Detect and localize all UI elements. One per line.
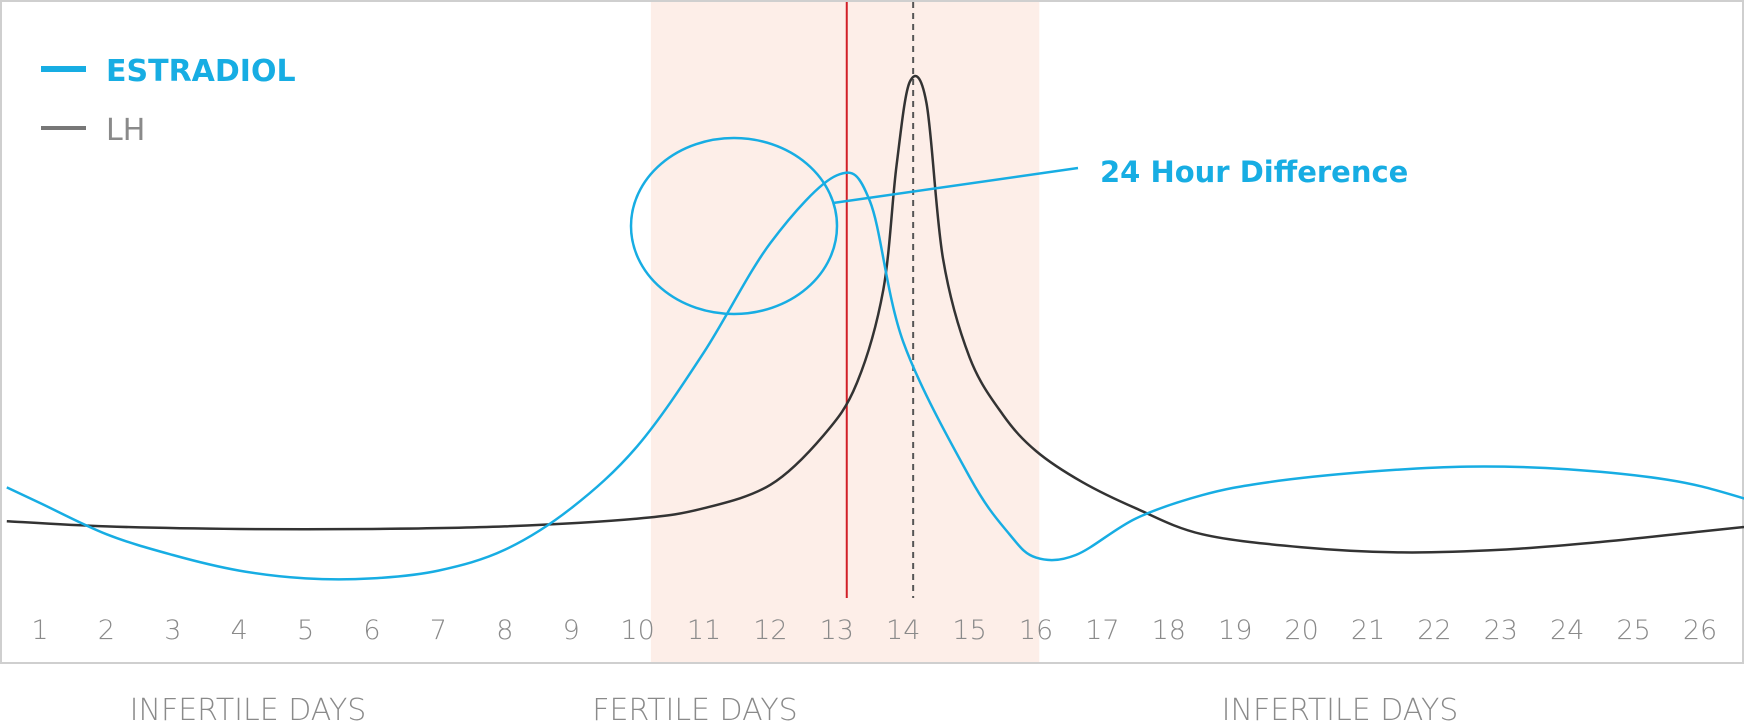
legend-label-lh: LH [106,113,145,148]
x-tick-label: 1 [31,615,48,646]
x-tick-label: 20 [1284,615,1318,646]
x-tick-label: 7 [430,615,447,646]
annotation-leader-line [832,166,1079,205]
x-tick-label: 5 [297,615,314,646]
region-label-fertile: FERTILE DAYS [592,693,797,722]
x-tick-label: 22 [1417,615,1451,646]
x-tick-label: 10 [620,615,654,646]
x-tick-label: 13 [820,615,854,646]
x-tick-label: 24 [1550,615,1584,646]
legend-label-estradiol: ESTRADIOL [106,54,296,89]
x-tick-label: 4 [231,615,248,646]
x-tick-label: 3 [164,615,181,646]
x-tick-label: 25 [1616,615,1650,646]
x-axis-ticks: 1 2 3 4 5 6 7 8 9 10 11 12 13 14 15 16 17 18 19 20 21 22 23 24 2… [31,615,1717,646]
x-tick-label: 8 [496,615,513,646]
estradiol-line [6,171,1744,581]
x-tick-label: 23 [1484,615,1518,646]
x-tick-label: 21 [1351,615,1385,646]
x-tick-label: 17 [1085,615,1119,646]
region-label-infertile-right: INFERTILE DAYS [1222,693,1459,722]
x-tick-label: 9 [563,615,580,646]
region-label-infertile-left: INFERTILE DAYS [130,693,367,722]
x-tick-label: 19 [1218,615,1252,646]
x-tick-label: 16 [1019,615,1053,646]
x-tick-label: 26 [1683,615,1717,646]
difference-highlight-ellipse [629,136,839,316]
x-tick-label: 15 [952,615,986,646]
x-tick-label: 6 [363,615,380,646]
plot-border [0,0,1744,664]
annotation-text: 24 Hour Difference [1100,155,1408,189]
x-tick-label: 18 [1152,615,1186,646]
fertile-window-band [650,2,1040,664]
x-tick-label: 12 [753,615,787,646]
x-tick-label: 11 [687,615,721,646]
lh-line [6,74,1744,554]
x-tick-label: 14 [886,615,920,646]
x-tick-label: 2 [98,615,115,646]
